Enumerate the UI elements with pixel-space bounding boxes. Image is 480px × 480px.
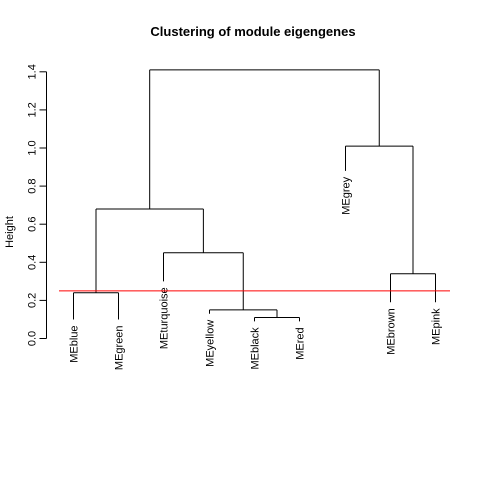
y-axis: 0.0 0.2 0.4 0.6 0.8 1.0 1.2 1.4 <box>27 64 47 346</box>
y-tick-label: 1.0 <box>27 140 39 155</box>
leaf-label: MEblue <box>69 325 81 362</box>
dendrogram-tree <box>73 69 436 322</box>
y-tick-label: 1.4 <box>27 64 39 79</box>
leaf-label: MEpink <box>431 308 443 345</box>
y-tick-label: 1.2 <box>27 102 39 117</box>
y-tick-label: 0.6 <box>27 217 39 232</box>
leaf-labels: MEblue MEgreen MEturquoise MEyellow MEblack M… <box>69 176 443 370</box>
leaf-label: MEturquoise <box>159 287 171 349</box>
y-tick-label: 0.0 <box>27 331 39 346</box>
leaf-label: MEblack <box>250 327 262 370</box>
leaf-label: MEgreen <box>114 325 126 370</box>
y-axis-label: Height <box>4 216 16 248</box>
chart-title: Clustering of module eigengenes <box>150 24 355 39</box>
leaf-label: MEred <box>295 327 307 359</box>
leaf-label: MEgrey <box>341 176 353 214</box>
y-tick-label: 0.8 <box>27 178 39 193</box>
y-tick-label: 0.2 <box>27 293 39 308</box>
y-tick-label: 0.4 <box>27 255 39 270</box>
leaf-label: MEyellow <box>205 320 217 367</box>
leaf-label: MEbrown <box>386 308 398 354</box>
